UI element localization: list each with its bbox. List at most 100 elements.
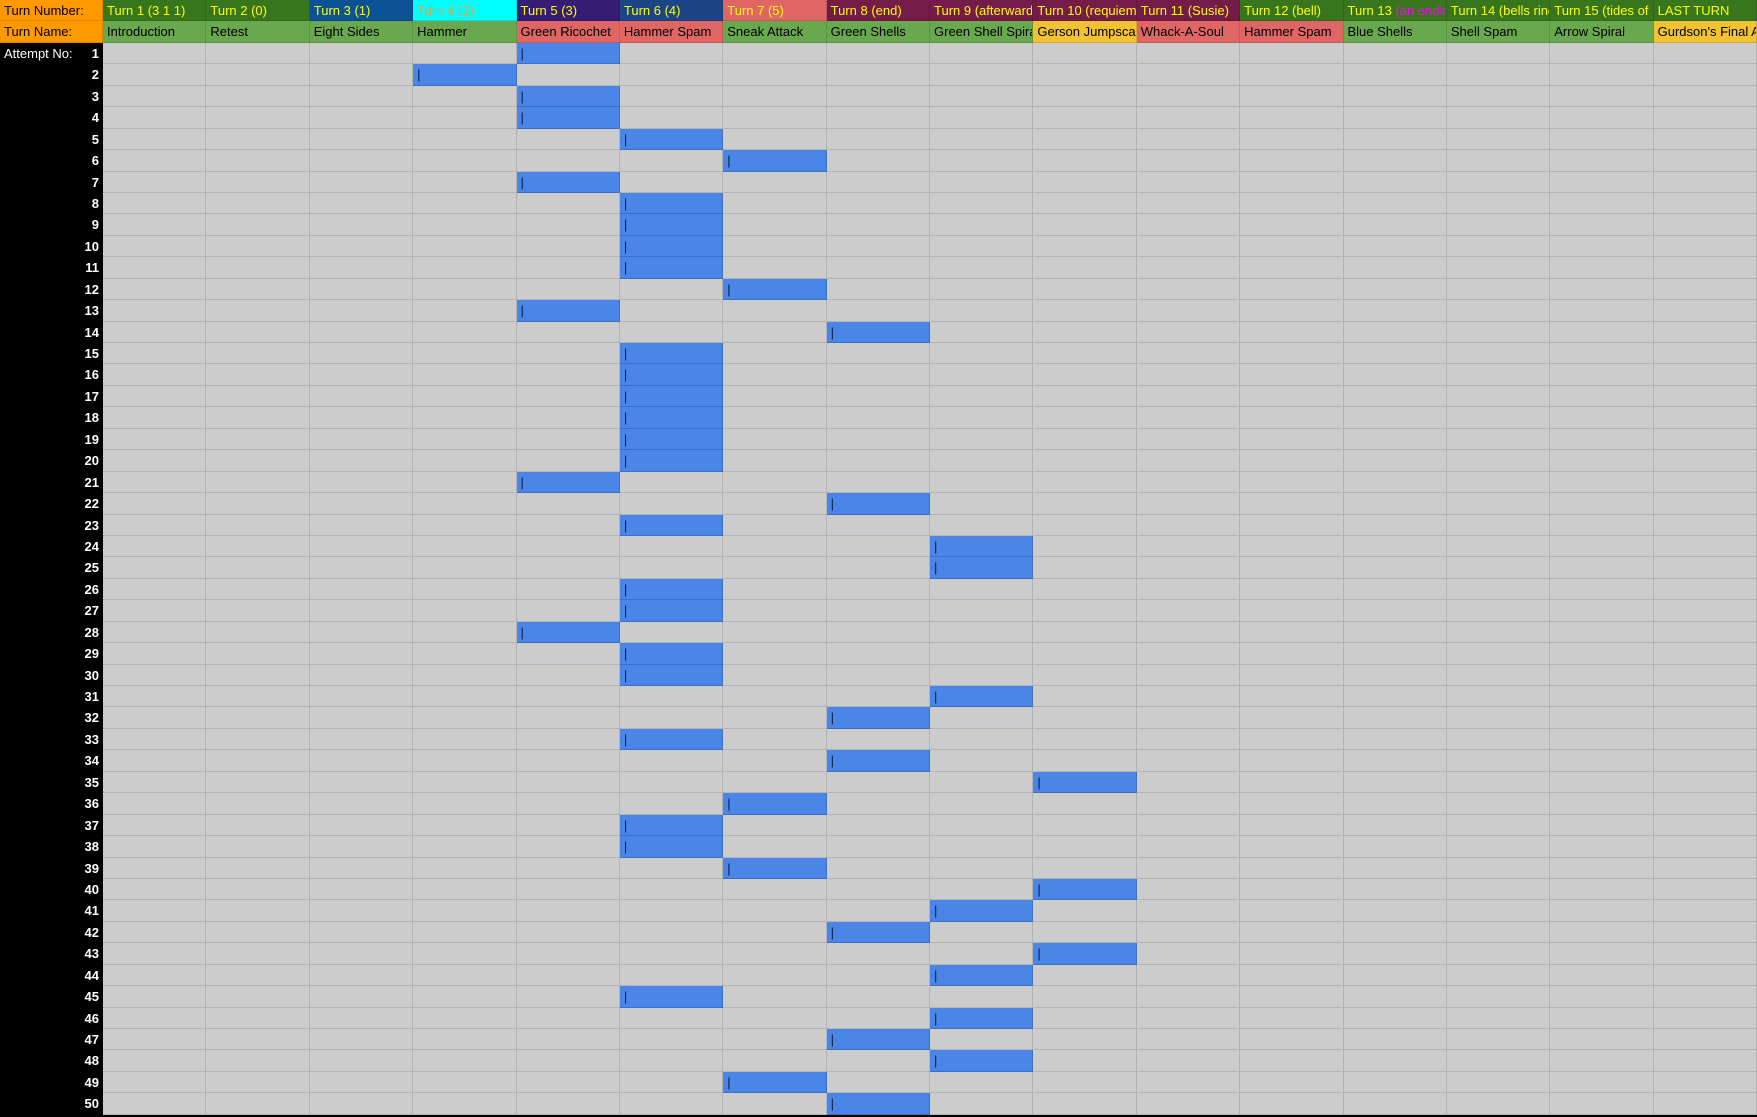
empty-cell[interactable] [826, 300, 930, 322]
empty-cell[interactable] [1653, 257, 1757, 279]
empty-cell[interactable] [1343, 1029, 1447, 1051]
empty-cell[interactable] [1240, 1029, 1344, 1051]
empty-cell[interactable] [1550, 171, 1654, 193]
empty-cell[interactable] [723, 707, 827, 729]
empty-cell[interactable] [516, 964, 620, 987]
empty-cell[interactable] [206, 878, 310, 901]
reached-turn-cell[interactable]: | [930, 964, 1034, 987]
empty-cell[interactable] [930, 257, 1034, 279]
empty-cell[interactable] [1550, 986, 1654, 1008]
empty-cell[interactable] [103, 428, 207, 451]
empty-cell[interactable] [1240, 664, 1344, 686]
empty-cell[interactable] [1550, 578, 1654, 601]
empty-cell[interactable] [1653, 857, 1757, 879]
empty-cell[interactable] [1033, 343, 1137, 365]
empty-cell[interactable] [1343, 900, 1447, 922]
empty-cell[interactable] [826, 943, 930, 965]
empty-cell[interactable] [206, 964, 310, 987]
empty-cell[interactable] [1033, 728, 1137, 751]
empty-cell[interactable] [1653, 878, 1757, 901]
empty-cell[interactable] [1653, 664, 1757, 686]
empty-cell[interactable] [206, 192, 310, 215]
empty-cell[interactable] [1653, 986, 1757, 1008]
empty-cell[interactable] [930, 814, 1034, 837]
empty-cell[interactable] [516, 857, 620, 879]
empty-cell[interactable] [1343, 664, 1447, 686]
empty-cell[interactable] [1343, 514, 1447, 536]
empty-cell[interactable] [103, 535, 207, 558]
empty-cell[interactable] [206, 300, 310, 322]
empty-cell[interactable] [1033, 964, 1137, 987]
empty-cell[interactable] [1033, 986, 1137, 1008]
empty-cell[interactable] [103, 343, 207, 365]
empty-cell[interactable] [1550, 836, 1654, 858]
empty-cell[interactable] [413, 728, 517, 751]
empty-cell[interactable] [1033, 557, 1137, 579]
empty-cell[interactable] [1446, 535, 1551, 558]
empty-cell[interactable] [723, 300, 827, 322]
empty-cell[interactable] [1653, 943, 1757, 965]
reached-turn-cell[interactable]: | [516, 471, 620, 494]
empty-cell[interactable] [1343, 750, 1447, 772]
empty-cell[interactable] [1653, 1050, 1757, 1072]
empty-cell[interactable] [619, 1029, 724, 1051]
empty-cell[interactable] [619, 321, 724, 343]
empty-cell[interactable] [516, 986, 620, 1008]
empty-cell[interactable] [723, 943, 827, 965]
empty-cell[interactable] [1240, 1071, 1344, 1094]
empty-cell[interactable] [826, 85, 930, 108]
turn-number-cell[interactable]: Turn 10 (requiem [1033, 0, 1137, 22]
empty-cell[interactable] [103, 664, 207, 686]
empty-cell[interactable] [1343, 621, 1447, 644]
empty-cell[interactable] [413, 707, 517, 729]
empty-cell[interactable] [1343, 171, 1447, 193]
empty-cell[interactable] [1033, 643, 1137, 665]
empty-cell[interactable] [1550, 450, 1654, 472]
empty-cell[interactable] [826, 1071, 930, 1094]
empty-cell[interactable] [1136, 192, 1241, 215]
empty-cell[interactable] [826, 600, 930, 622]
empty-cell[interactable] [1446, 943, 1551, 965]
empty-cell[interactable] [516, 428, 620, 451]
empty-cell[interactable] [1446, 407, 1551, 429]
empty-cell[interactable] [723, 900, 827, 922]
empty-cell[interactable] [1033, 300, 1137, 322]
reached-turn-cell[interactable]: | [619, 192, 724, 215]
empty-cell[interactable] [723, 578, 827, 601]
empty-cell[interactable] [1550, 686, 1654, 708]
empty-cell[interactable] [516, 771, 620, 794]
empty-cell[interactable] [930, 986, 1034, 1008]
empty-cell[interactable] [103, 128, 207, 151]
empty-cell[interactable] [413, 986, 517, 1008]
empty-cell[interactable] [1033, 171, 1137, 193]
reached-turn-cell[interactable]: | [723, 857, 827, 879]
reached-turn-cell[interactable]: | [619, 364, 724, 386]
empty-cell[interactable] [206, 1029, 310, 1051]
empty-cell[interactable] [413, 878, 517, 901]
empty-cell[interactable] [1550, 214, 1654, 236]
empty-cell[interactable] [309, 535, 414, 558]
turn-number-label[interactable]: Turn Number: [0, 0, 103, 22]
empty-cell[interactable] [413, 300, 517, 322]
empty-cell[interactable] [826, 793, 930, 815]
empty-cell[interactable] [413, 793, 517, 815]
empty-cell[interactable] [826, 986, 930, 1008]
empty-cell[interactable] [1136, 986, 1241, 1008]
empty-cell[interactable] [930, 793, 1034, 815]
empty-cell[interactable] [206, 621, 310, 644]
empty-cell[interactable] [206, 1007, 310, 1029]
empty-cell[interactable] [1653, 750, 1757, 772]
attempt-number[interactable]: 11 [0, 257, 103, 279]
empty-cell[interactable] [1446, 493, 1551, 515]
empty-cell[interactable] [206, 943, 310, 965]
empty-cell[interactable] [1343, 471, 1447, 494]
empty-cell[interactable] [1550, 407, 1654, 429]
attempt-number[interactable]: 28 [0, 621, 103, 644]
empty-cell[interactable] [1136, 407, 1241, 429]
attempt-number[interactable]: 22 [0, 493, 103, 515]
empty-cell[interactable] [1446, 986, 1551, 1008]
empty-cell[interactable] [1343, 192, 1447, 215]
empty-cell[interactable] [1136, 64, 1241, 86]
empty-cell[interactable] [1240, 1093, 1344, 1115]
empty-cell[interactable] [1240, 1007, 1344, 1029]
